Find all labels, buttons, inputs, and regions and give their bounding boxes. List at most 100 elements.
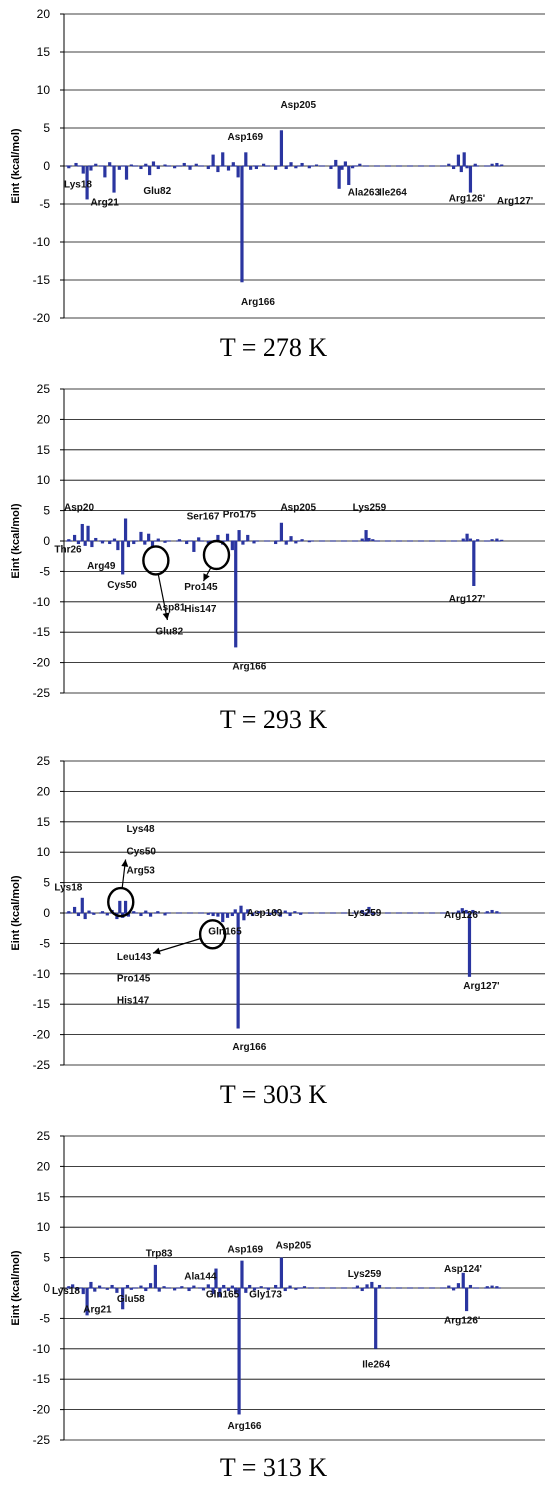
bar [207, 1284, 210, 1288]
bar [132, 541, 135, 544]
bar [500, 164, 503, 166]
bar [154, 1265, 157, 1288]
bar [226, 913, 229, 918]
bar [486, 911, 489, 913]
panel-278k: 20151050-5-10-15-20Eint (kcal/mol)Lys18A… [0, 0, 547, 375]
bar [173, 1288, 176, 1290]
bar [113, 539, 116, 541]
bar [232, 162, 235, 166]
bar [465, 166, 468, 168]
y-axis-label: Eint (kcal/mol) [10, 1250, 22, 1326]
bar [77, 913, 80, 916]
bar [94, 164, 97, 166]
residue-label: Trp83 [146, 1248, 173, 1259]
bar [300, 539, 303, 541]
bar [294, 1288, 297, 1290]
residue-label: Glu82 [155, 627, 183, 638]
bar [289, 536, 292, 541]
bar [289, 162, 292, 166]
bar [101, 541, 104, 543]
y-tick-label: 15 [37, 45, 51, 59]
bar [207, 913, 210, 915]
residue-label: Asp20 [64, 503, 94, 514]
bar [226, 534, 229, 541]
bar [237, 1288, 240, 1414]
bar [212, 913, 215, 916]
pointer-arrow [153, 938, 201, 953]
bar [81, 524, 84, 541]
y-tick-label: -15 [33, 273, 51, 287]
bar [86, 526, 89, 541]
y-tick-label: -15 [33, 625, 51, 639]
y-tick-label: -20 [33, 656, 51, 670]
bar [361, 1288, 364, 1291]
y-tick-label: -5 [39, 1311, 50, 1325]
bar [152, 161, 155, 166]
bar [121, 541, 124, 574]
y-tick-label: 25 [37, 754, 51, 768]
residue-label: Asp205 [276, 1240, 312, 1251]
bar [115, 1288, 118, 1293]
y-tick-label: -5 [39, 936, 50, 950]
bar [303, 1286, 306, 1288]
bar [457, 1283, 460, 1288]
bar [143, 541, 146, 545]
bar [340, 166, 343, 170]
residue-label: Arg126' [444, 1315, 480, 1326]
residue-label: Cys50 [127, 847, 157, 858]
bar [490, 164, 493, 166]
bar [447, 164, 450, 166]
bar [90, 541, 93, 547]
bar [500, 540, 503, 541]
y-tick-label: 5 [43, 504, 50, 518]
y-tick-label: 20 [37, 412, 51, 426]
bar [130, 164, 133, 166]
y-tick-label: 0 [43, 1281, 50, 1295]
residue-label: Ile264 [362, 1360, 390, 1371]
bar [221, 152, 224, 166]
bar [374, 1288, 377, 1349]
bar [163, 164, 166, 166]
bar [195, 164, 198, 166]
bar [495, 911, 498, 913]
residue-label: Pro175 [223, 509, 257, 520]
bar [163, 541, 166, 543]
bar [280, 523, 283, 541]
panel-title: T = 313 K [0, 1453, 547, 1483]
y-tick-label: -10 [33, 1342, 51, 1356]
chart-278k: 20151050-5-10-15-20Eint (kcal/mol)Lys18A… [0, 0, 547, 330]
bar [237, 166, 240, 177]
bar [472, 541, 475, 586]
bar [185, 541, 188, 544]
y-tick-label: 15 [37, 815, 51, 829]
residue-label: Asp169 [228, 132, 264, 143]
residue-label: Arg166 [232, 1042, 266, 1053]
bar [149, 913, 152, 917]
bar [469, 1285, 472, 1288]
y-tick-label: 0 [43, 534, 50, 548]
y-tick-label: 15 [37, 1190, 51, 1204]
bar [207, 166, 210, 169]
bar [130, 1288, 133, 1290]
bar [293, 911, 296, 913]
bar [490, 539, 493, 541]
bar [490, 1286, 493, 1288]
bar [260, 1286, 263, 1288]
bar [274, 541, 277, 544]
bar [187, 1288, 190, 1291]
bar [84, 541, 87, 546]
bar [147, 534, 150, 541]
chart-293k: 2520151050-5-10-15-20-25Eint (kcal/mol)A… [0, 375, 547, 705]
bar [73, 535, 76, 541]
residue-label: Gly173 [249, 1290, 282, 1301]
bar [89, 166, 92, 171]
bar [299, 913, 302, 915]
bar [370, 1282, 373, 1288]
bar [94, 538, 97, 541]
bar [82, 1288, 85, 1294]
bar [158, 1288, 161, 1292]
bar [280, 130, 283, 166]
panel-313k: 2520151050-5-10-15-20-25Eint (kcal/mol)L… [0, 1122, 547, 1495]
bar [116, 541, 119, 550]
bar [183, 163, 186, 166]
